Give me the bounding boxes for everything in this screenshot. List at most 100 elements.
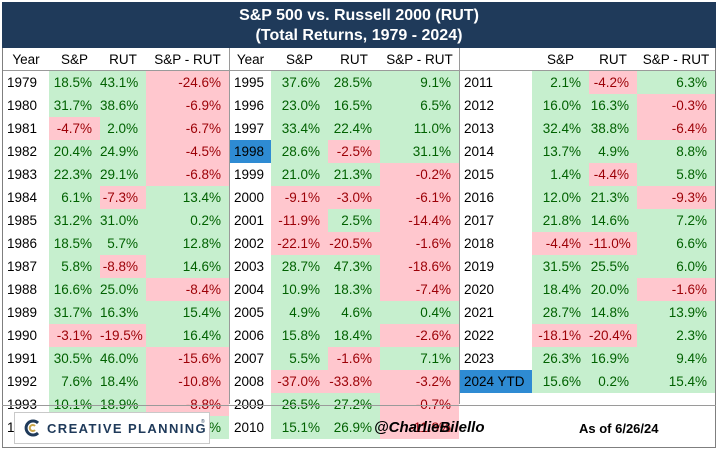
sp-return-cell: -18.1% [532,324,589,347]
rut-return-cell: -2.5% [328,140,380,163]
sp-return-cell: 22.3% [49,163,100,186]
difference-cell: -6.1% [380,186,459,209]
sp-return-cell: 15.8% [271,324,328,347]
table-row: 2024 YTD 15.6% 0.2% 15.4% [460,370,715,393]
year-cell: 2001 [234,213,265,228]
difference-cell: -3.2% [380,370,459,393]
table-row: 1992 7.6% 18.4% -10.8% [3,370,229,393]
sp-return-cell: 6.1% [49,186,100,209]
rut-return-cell: -3.0% [328,186,380,209]
rut-return-cell: 14.8% [589,301,637,324]
difference-cell: -4.5% [146,140,229,163]
sp-return-cell: 18.5% [49,70,100,94]
rut-return-cell: 27.2% [328,393,380,416]
table-row: 2018 -4.4% -11.0% 6.6% [460,232,715,255]
table-row: 1982 20.4% 24.9% -4.5% [3,140,229,163]
difference-cell: 5.8% [637,163,715,186]
difference-cell: 9.1% [380,70,459,94]
year-cell: 1998 [230,140,271,163]
difference-cell: -9.3% [637,186,715,209]
header-year: Year [3,48,49,71]
table-row: 2013 32.4% 38.8% -6.4% [460,117,715,140]
difference-cell: 15.4% [146,301,229,324]
difference-cell: 16.4% [146,324,229,347]
year-cell: 1979 [7,75,38,90]
table-row: 1983 22.3% 29.1% -6.8% [3,163,229,186]
year-cell: 1990 [7,328,38,343]
difference-cell: 8.8% [637,140,715,163]
year-cell: 1986 [7,236,38,251]
rut-return-cell: 4.6% [328,301,380,324]
rut-return-cell: 16.3% [100,301,146,324]
difference-cell: 6.6% [637,232,715,255]
table-row: 1997 33.4% 22.4% 11.0% [230,117,459,140]
sp-return-cell: 10.9% [271,278,328,301]
difference-cell: -11.8% [380,416,459,439]
sp-return-cell: 31.5% [532,255,589,278]
sp-return-cell: 31.7% [49,94,100,117]
year-cell: 2008 [234,374,265,389]
year-cell: 2000 [234,190,265,205]
year-cell: 2013 [464,121,495,136]
rut-return-cell: 2.5% [328,209,380,232]
difference-cell: -8.4% [146,278,229,301]
sp-return-cell: 4.9% [271,301,328,324]
rut-return-cell: 4.9% [589,140,637,163]
header-sp: S&P [271,48,328,71]
difference-cell: -8.8% [146,393,229,416]
year-cell: 2019 [464,259,495,274]
table-row: 2011 2.1% -4.2% 6.3% [460,70,715,94]
table-row: 2001 -11.9% 2.5% -14.4% [230,209,459,232]
year-cell: 2021 [464,305,495,320]
rut-return-cell: 0.2% [589,370,637,393]
rut-return-cell: 21.3% [589,186,637,209]
sp-return-cell: 21.8% [532,209,589,232]
sp-return-cell: -11.9% [271,209,328,232]
table-row: 2019 31.5% 25.5% 6.0% [460,255,715,278]
rut-return-cell: 2.0% [100,117,146,140]
year-cell: 1999 [234,167,265,182]
sp-return-cell: 23.0% [271,94,328,117]
difference-cell: 7.2% [637,209,715,232]
year-cell: 2015 [464,167,495,182]
year-cell: 2006 [234,328,265,343]
table-row: 1980 31.7% 38.6% -6.9% [3,94,229,117]
sp-return-cell: -37.0% [271,370,328,393]
column-divider [229,48,230,404]
year-cell: 2024 YTD [460,370,532,393]
year-cell: 1997 [234,121,265,136]
sp-return-cell: 26.3% [532,347,589,370]
sp-return-cell: 28.7% [271,255,328,278]
table-row: 2014 13.7% 4.9% 8.8% [460,140,715,163]
rut-return-cell: -4.2% [589,70,637,94]
year-cell: 2012 [464,98,495,113]
rut-return-cell: 14.6% [589,209,637,232]
header-rut: RUT [589,48,637,71]
year-cell: 2002 [234,236,265,251]
table-row: 2016 12.0% 21.3% -9.3% [460,186,715,209]
sp-return-cell: -9.1% [271,186,328,209]
year-cell: 1982 [7,144,38,159]
rut-return-cell: -1.6% [328,347,380,370]
author-handle: @CharlieBilello [374,419,485,436]
table-row: 1986 18.5% 5.7% 12.8% [3,232,229,255]
table-row: 1999 21.0% 21.3% -0.2% [230,163,459,186]
rut-return-cell: 38.6% [100,94,146,117]
difference-cell: 13.4% [146,186,229,209]
difference-cell: -6.9% [146,94,229,117]
column-divider [459,48,460,404]
year-cell: 1980 [7,98,38,113]
sp-return-cell: 15.6% [532,370,589,393]
table-row: 2022 -18.1% -20.4% 2.3% [460,324,715,347]
table-row: 1998 28.6% -2.5% 31.1% [230,140,459,163]
sp-return-cell: 2.1% [532,70,589,94]
table-row: 1996 23.0% 16.5% 6.5% [230,94,459,117]
rut-return-cell: 16.9% [589,347,637,370]
year-cell: 2011 [464,75,494,90]
difference-cell: 0.4% [380,301,459,324]
sp-return-cell: 10.1% [49,393,100,416]
year-cell: 2018 [464,236,495,251]
sp-return-cell: -4.7% [49,117,100,140]
sp-return-cell: 28.7% [532,301,589,324]
title-line-2: (Total Returns, 1979 - 2024) [255,27,463,44]
